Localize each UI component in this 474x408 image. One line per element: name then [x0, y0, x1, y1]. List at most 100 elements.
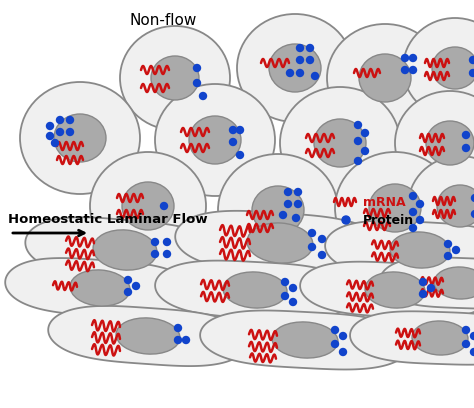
Circle shape	[471, 348, 474, 355]
Circle shape	[410, 224, 417, 231]
Ellipse shape	[390, 232, 450, 268]
Ellipse shape	[93, 230, 157, 270]
Circle shape	[294, 188, 301, 195]
Circle shape	[331, 341, 338, 348]
Circle shape	[410, 208, 417, 215]
Circle shape	[307, 44, 313, 51]
Circle shape	[174, 324, 182, 331]
Circle shape	[362, 129, 368, 137]
Circle shape	[66, 117, 73, 124]
Ellipse shape	[403, 18, 474, 118]
Circle shape	[472, 211, 474, 217]
Circle shape	[471, 333, 474, 339]
Circle shape	[193, 80, 201, 86]
Polygon shape	[155, 261, 355, 319]
Ellipse shape	[122, 182, 174, 230]
Ellipse shape	[327, 24, 443, 132]
Circle shape	[410, 67, 417, 73]
Text: Protein: Protein	[363, 213, 414, 226]
Polygon shape	[300, 262, 474, 318]
Ellipse shape	[365, 272, 425, 308]
Circle shape	[297, 69, 303, 77]
Circle shape	[200, 93, 207, 100]
Circle shape	[319, 251, 326, 259]
Circle shape	[445, 240, 452, 248]
Ellipse shape	[434, 267, 474, 299]
Circle shape	[417, 217, 423, 224]
Text: mRNA: mRNA	[363, 195, 406, 208]
Circle shape	[463, 326, 470, 333]
Ellipse shape	[426, 121, 474, 165]
Ellipse shape	[54, 114, 106, 162]
Ellipse shape	[120, 26, 230, 130]
Circle shape	[294, 200, 301, 208]
Circle shape	[453, 246, 459, 253]
Ellipse shape	[408, 156, 474, 256]
Ellipse shape	[20, 82, 140, 194]
Circle shape	[229, 126, 237, 133]
Ellipse shape	[247, 223, 313, 263]
Ellipse shape	[369, 184, 421, 232]
Circle shape	[292, 215, 300, 222]
Circle shape	[428, 284, 435, 291]
Circle shape	[463, 131, 470, 138]
Ellipse shape	[218, 154, 338, 266]
Circle shape	[309, 244, 316, 251]
Circle shape	[297, 56, 303, 64]
Circle shape	[410, 55, 417, 62]
Circle shape	[182, 337, 190, 344]
Circle shape	[319, 235, 326, 242]
Circle shape	[401, 55, 409, 62]
Circle shape	[125, 288, 131, 295]
Circle shape	[237, 151, 244, 158]
Circle shape	[355, 157, 362, 164]
Circle shape	[290, 284, 297, 291]
Circle shape	[164, 251, 171, 257]
Ellipse shape	[223, 272, 287, 308]
Circle shape	[417, 200, 423, 208]
Circle shape	[164, 239, 171, 246]
Ellipse shape	[189, 116, 241, 164]
Polygon shape	[380, 257, 474, 308]
Polygon shape	[350, 311, 474, 365]
Ellipse shape	[155, 84, 275, 196]
Ellipse shape	[90, 152, 206, 260]
Circle shape	[282, 279, 289, 286]
Circle shape	[470, 69, 474, 77]
Circle shape	[355, 137, 362, 144]
Ellipse shape	[314, 119, 366, 167]
Polygon shape	[175, 211, 385, 275]
Circle shape	[125, 277, 131, 284]
Circle shape	[463, 341, 470, 348]
Ellipse shape	[437, 185, 474, 227]
Circle shape	[290, 299, 297, 306]
Circle shape	[331, 326, 338, 333]
Ellipse shape	[432, 47, 474, 89]
Circle shape	[46, 122, 54, 129]
Ellipse shape	[269, 44, 321, 92]
Circle shape	[297, 44, 303, 51]
Circle shape	[410, 193, 417, 200]
Circle shape	[56, 129, 64, 135]
Circle shape	[284, 200, 292, 208]
Ellipse shape	[280, 87, 400, 199]
Circle shape	[46, 133, 54, 140]
Circle shape	[362, 148, 368, 155]
Ellipse shape	[70, 270, 130, 306]
Circle shape	[66, 129, 73, 135]
Circle shape	[419, 279, 427, 286]
Circle shape	[419, 290, 427, 297]
Circle shape	[307, 56, 313, 64]
Circle shape	[339, 348, 346, 355]
Circle shape	[280, 211, 286, 219]
Circle shape	[133, 282, 139, 290]
Polygon shape	[5, 258, 195, 318]
Circle shape	[152, 239, 158, 246]
Circle shape	[355, 122, 362, 129]
Circle shape	[463, 144, 470, 151]
Circle shape	[56, 117, 64, 124]
Ellipse shape	[272, 322, 338, 358]
Circle shape	[445, 253, 452, 259]
Ellipse shape	[252, 186, 304, 234]
Polygon shape	[48, 306, 248, 366]
